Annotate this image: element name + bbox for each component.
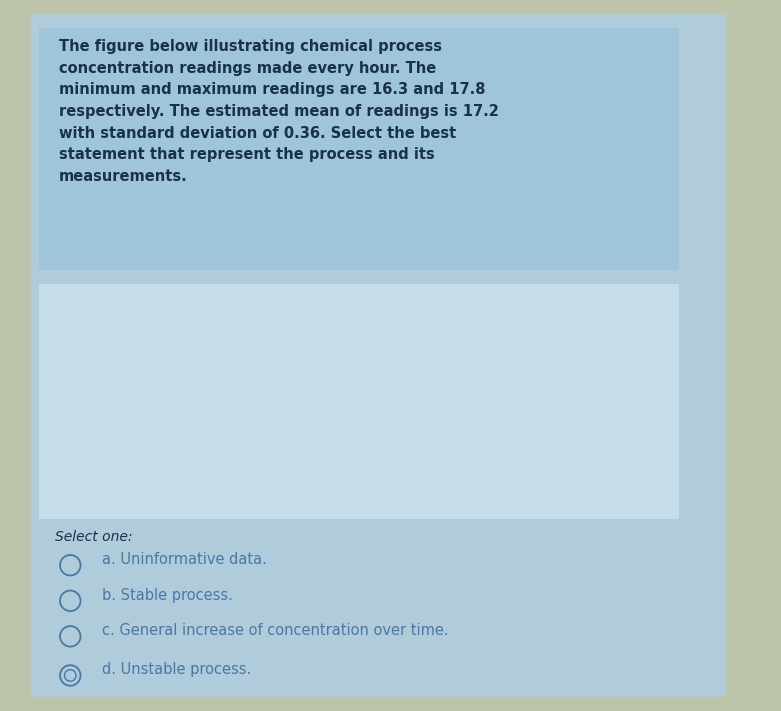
Text: b. Stable process.: b. Stable process. [102, 587, 233, 603]
Text: Select one:: Select one: [55, 530, 132, 544]
Text: The figure below illustrating chemical process
concentration readings made every: The figure below illustrating chemical p… [59, 39, 498, 183]
Text: c. General increase of concentration over time.: c. General increase of concentration ove… [102, 623, 448, 638]
Text: d. Unstable process.: d. Unstable process. [102, 662, 251, 678]
Text: a. Uninformative data.: a. Uninformative data. [102, 552, 266, 567]
